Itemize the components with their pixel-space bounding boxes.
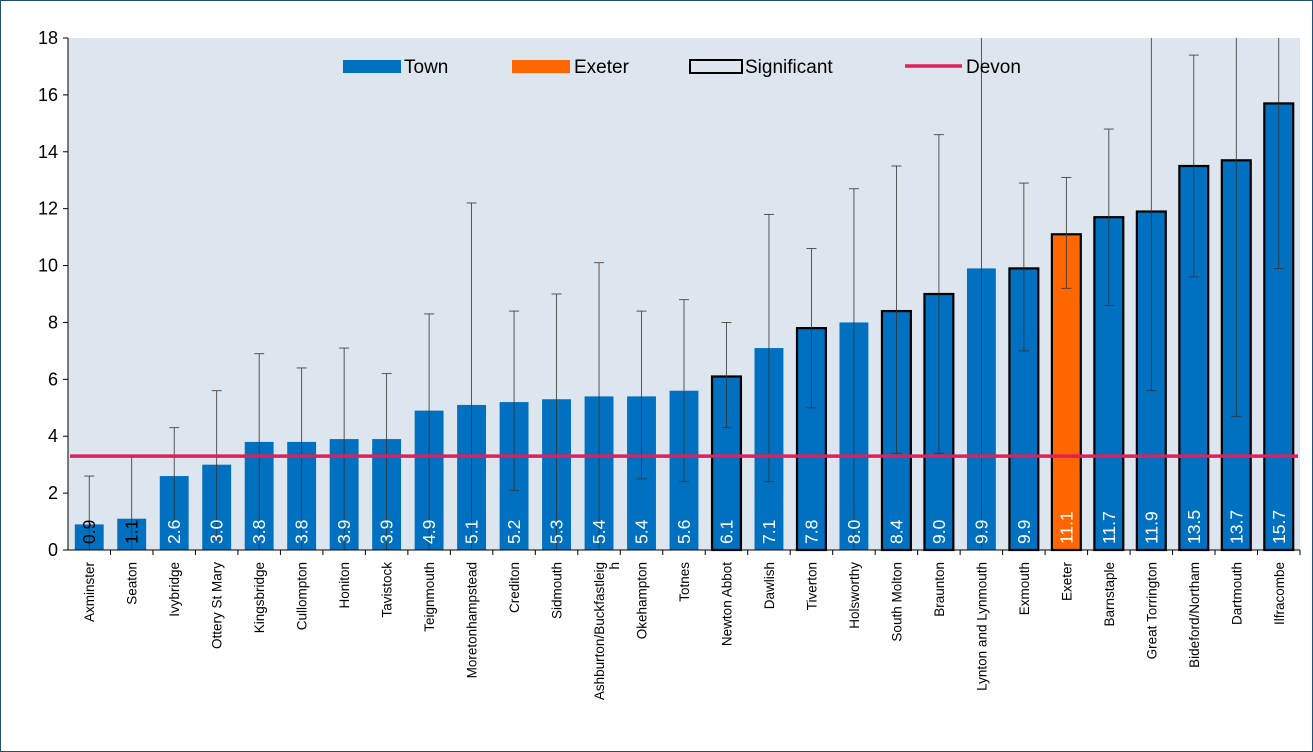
data-label: 5.1 — [462, 520, 482, 544]
data-label: 7.1 — [759, 520, 779, 544]
category-label: Ilfracombe — [1272, 562, 1287, 625]
legend-label: Significant — [745, 57, 833, 78]
legend: Town Exeter Significant Devon — [343, 57, 1021, 78]
data-label: 5.4 — [589, 519, 609, 544]
y-tick-label: 14 — [38, 142, 58, 162]
category-label: Braunton — [932, 562, 947, 617]
category-label: h — [607, 562, 622, 570]
y-tick-label: 0 — [48, 540, 58, 560]
data-label: 15.7 — [1269, 510, 1289, 544]
data-label: 11.1 — [1056, 511, 1076, 544]
data-label: 3.8 — [292, 520, 312, 544]
data-label: 3.9 — [377, 520, 397, 544]
y-tick-label: 4 — [48, 426, 58, 446]
category-label: Lynton and Lynmouth — [974, 562, 989, 691]
legend-swatch-exeter — [512, 60, 570, 73]
legend-label: Exeter — [574, 57, 630, 78]
data-label: 8.4 — [886, 519, 906, 544]
category-label: Great Torrington — [1144, 562, 1159, 659]
data-label: 2.6 — [164, 520, 184, 544]
data-label: 8.0 — [844, 519, 864, 544]
data-label: 4.9 — [419, 520, 439, 544]
data-label: 3.0 — [207, 519, 227, 544]
category-label: Newton Abbot — [719, 562, 734, 646]
category-label: Ivybridge — [167, 562, 182, 617]
data-label: 5.4 — [632, 519, 652, 544]
category-label: Exeter — [1059, 562, 1074, 602]
category-label: Seaton — [125, 562, 140, 605]
y-axis: 0 2 4 6 8 10 12 14 16 18 — [38, 28, 69, 560]
category-label: Barnstaple — [1102, 562, 1117, 627]
error-bars — [84, 38, 1284, 550]
y-tick-label: 10 — [38, 256, 58, 276]
data-label: 5.6 — [674, 520, 694, 544]
bar-labels: 0.9 1.1 2.6 3.0 3.8 3.8 3.9 3.9 4.9 5.1 5.2 5.3 5.4 5… — [79, 510, 1289, 544]
data-label: 0.9 — [79, 520, 99, 544]
category-label: Honiton — [337, 562, 352, 609]
legend-swatch-significant — [689, 59, 743, 74]
category-label: Teignmouth — [422, 562, 437, 632]
y-tick-label: 12 — [38, 199, 58, 219]
category-label: Axminster — [82, 561, 97, 622]
legend-label: Devon — [966, 57, 1021, 78]
category-label: Okehampton — [635, 562, 650, 639]
data-label: 11.9 — [1141, 511, 1161, 544]
data-label: 9.9 — [1014, 520, 1034, 544]
category-label: Dawlish — [762, 562, 777, 609]
legend-label: Town — [404, 57, 448, 78]
category-label: Kingsbridge — [252, 562, 267, 633]
data-label: 9.9 — [971, 520, 991, 544]
data-label: 5.2 — [504, 520, 524, 544]
category-label: Crediton — [507, 562, 522, 613]
category-label: Ottery St Mary — [210, 562, 225, 649]
category-label: Exmouth — [1017, 562, 1032, 615]
data-label: 7.8 — [801, 520, 821, 544]
legend-swatch-town — [343, 60, 401, 73]
category-label: Totnes — [677, 562, 692, 602]
y-tick-label: 16 — [38, 85, 58, 105]
y-tick-label: 2 — [48, 483, 58, 503]
category-label: Dartmouth — [1229, 562, 1244, 625]
category-label: Ashburton/Buckfastleig — [592, 562, 607, 700]
data-label: 9.0 — [929, 519, 949, 544]
data-label: 6.1 — [716, 520, 736, 544]
data-label: 3.8 — [249, 520, 269, 544]
x-axis: Axminster Seaton Ivybridge Ottery St Mary Ki… — [68, 549, 1301, 700]
category-label: South Molton — [889, 562, 904, 642]
data-label: 3.9 — [334, 520, 354, 544]
category-label: Holsworthy — [847, 562, 862, 629]
category-label: Cullompton — [295, 562, 310, 630]
y-tick-label: 8 — [48, 312, 58, 332]
category-label: Tavistock — [380, 562, 395, 618]
data-label: 1.1 — [122, 520, 142, 544]
data-label: 5.3 — [547, 520, 567, 544]
y-tick-label: 18 — [38, 28, 58, 48]
category-label: Sidmouth — [550, 562, 565, 619]
y-tick-label: 6 — [48, 369, 58, 389]
data-label: 13.7 — [1226, 510, 1246, 544]
data-label: 11.7 — [1099, 511, 1119, 544]
data-label: 13.5 — [1184, 510, 1204, 544]
category-label: Bideford/Northam — [1187, 562, 1202, 668]
category-label: Moretonhampstead — [465, 562, 480, 678]
category-label: Tiverton — [804, 562, 819, 610]
